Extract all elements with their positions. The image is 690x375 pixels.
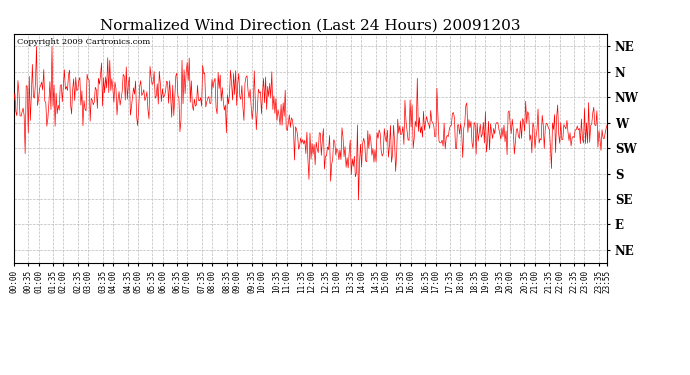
Text: Copyright 2009 Cartronics.com: Copyright 2009 Cartronics.com [17, 38, 150, 46]
Title: Normalized Wind Direction (Last 24 Hours) 20091203: Normalized Wind Direction (Last 24 Hours… [100, 19, 521, 33]
